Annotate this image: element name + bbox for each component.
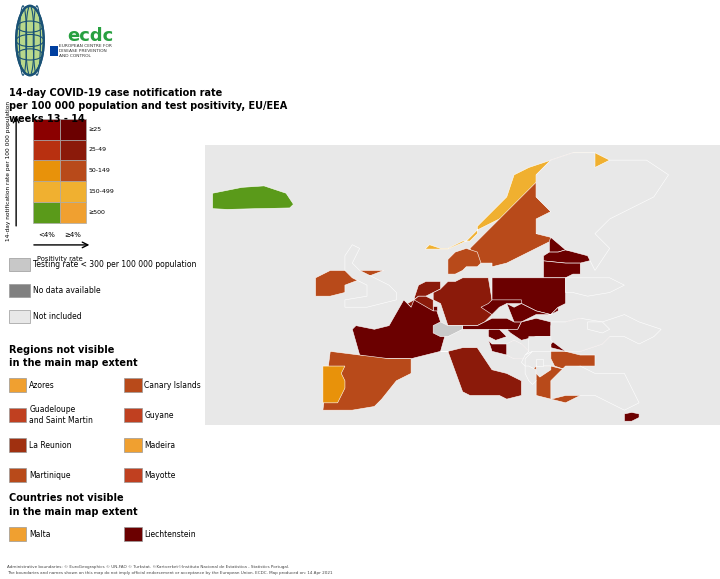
Bar [9, 408, 27, 422]
Text: Martinique: Martinique [30, 471, 71, 480]
Polygon shape [433, 306, 437, 311]
Polygon shape [624, 412, 639, 421]
Polygon shape [536, 366, 551, 377]
Text: Testing rate < 300 per 100 000 population: Testing rate < 300 per 100 000 populatio… [33, 260, 197, 269]
Bar [125, 378, 142, 392]
Polygon shape [551, 318, 610, 351]
Polygon shape [198, 138, 720, 433]
Polygon shape [441, 347, 521, 399]
Polygon shape [481, 300, 521, 314]
Polygon shape [488, 329, 507, 340]
Text: Positivity rate: Positivity rate [37, 256, 83, 262]
Bar [33, 140, 60, 160]
Polygon shape [470, 160, 595, 267]
Polygon shape [507, 340, 528, 359]
Polygon shape [433, 322, 462, 336]
Text: per 100 000 population and test positivity, EU/EEA: per 100 000 population and test positivi… [9, 101, 287, 111]
Polygon shape [507, 318, 558, 340]
Bar [60, 140, 86, 160]
Text: 150-499: 150-499 [89, 189, 114, 194]
Polygon shape [352, 300, 448, 359]
Text: Mayotte: Mayotte [145, 471, 176, 480]
Bar [60, 160, 86, 181]
Text: Canary Islands: Canary Islands [145, 380, 201, 390]
Polygon shape [525, 366, 536, 384]
Text: Azores: Azores [30, 380, 55, 390]
Polygon shape [536, 153, 668, 270]
Polygon shape [544, 250, 595, 263]
Text: 50-149: 50-149 [89, 168, 111, 173]
Text: 25-49: 25-49 [89, 148, 107, 152]
Text: The boundaries and names shown on this map do not imply official endorsement or : The boundaries and names shown on this m… [7, 571, 333, 575]
Polygon shape [323, 351, 411, 410]
Text: Not included: Not included [33, 312, 82, 321]
Polygon shape [315, 270, 384, 296]
Bar [33, 160, 60, 181]
Text: La Reunion: La Reunion [30, 441, 72, 450]
Text: Guadeloupe
and Saint Martin: Guadeloupe and Saint Martin [30, 405, 93, 425]
Circle shape [16, 6, 44, 75]
Text: ≥500: ≥500 [89, 210, 106, 215]
Text: 14-day COVID-19 case notification rate: 14-day COVID-19 case notification rate [9, 88, 222, 98]
Text: Madeira: Madeira [145, 441, 176, 450]
Bar [60, 119, 86, 140]
Bar [9, 378, 27, 392]
Polygon shape [521, 351, 533, 366]
Text: Administrative boundaries: © EuroGeographics © UN-FAO © Turkstat. ©Kartverket©In: Administrative boundaries: © EuroGeograp… [7, 565, 289, 569]
Polygon shape [488, 340, 528, 359]
Bar [9, 527, 27, 541]
Polygon shape [549, 237, 593, 252]
Text: Countries not visible
in the main map extent: Countries not visible in the main map ex… [9, 493, 138, 516]
Polygon shape [492, 278, 566, 314]
Polygon shape [507, 303, 558, 322]
Bar [9, 284, 30, 297]
Bar [9, 310, 30, 323]
Bar [125, 438, 142, 452]
Bar [33, 181, 60, 202]
Polygon shape [212, 186, 294, 210]
Polygon shape [525, 336, 554, 355]
Polygon shape [425, 153, 610, 249]
Text: Malta: Malta [30, 530, 51, 539]
Polygon shape [414, 281, 441, 300]
Text: <4%: <4% [38, 232, 55, 237]
Text: Liechtenstein: Liechtenstein [145, 530, 196, 539]
Polygon shape [408, 296, 433, 311]
Text: No data available: No data available [33, 286, 101, 295]
Bar [9, 438, 27, 452]
Polygon shape [536, 153, 610, 237]
Polygon shape [323, 366, 345, 403]
Text: EUROPEAN CENTRE FOR
DISEASE PREVENTION
AND CONTROL: EUROPEAN CENTRE FOR DISEASE PREVENTION A… [59, 44, 112, 58]
Polygon shape [462, 318, 521, 329]
Polygon shape [551, 351, 595, 370]
Bar [125, 408, 142, 422]
Text: ecdc: ecdc [67, 27, 113, 45]
Bar [33, 202, 60, 223]
Polygon shape [588, 322, 610, 333]
Polygon shape [528, 366, 580, 403]
Polygon shape [433, 278, 492, 325]
Polygon shape [448, 248, 481, 274]
Polygon shape [345, 245, 397, 307]
Bar [33, 119, 60, 140]
Polygon shape [551, 314, 661, 351]
Bar [9, 468, 27, 482]
Polygon shape [551, 366, 639, 410]
Text: Regions not visible
in the main map extent: Regions not visible in the main map exte… [9, 345, 138, 368]
Bar [125, 468, 142, 482]
Text: Guyane: Guyane [145, 411, 174, 420]
Polygon shape [566, 278, 624, 296]
Polygon shape [536, 359, 544, 366]
Text: weeks 13 - 14: weeks 13 - 14 [9, 114, 85, 124]
Text: ≥25: ≥25 [89, 127, 102, 131]
Text: 14-day notification rate per 100 000 population: 14-day notification rate per 100 000 pop… [6, 101, 12, 241]
Polygon shape [544, 261, 580, 278]
Bar [125, 527, 142, 541]
Bar [60, 202, 86, 223]
Bar [60, 181, 86, 202]
Bar [9, 258, 30, 271]
Text: ≥4%: ≥4% [65, 232, 81, 237]
Bar [50, 46, 58, 56]
